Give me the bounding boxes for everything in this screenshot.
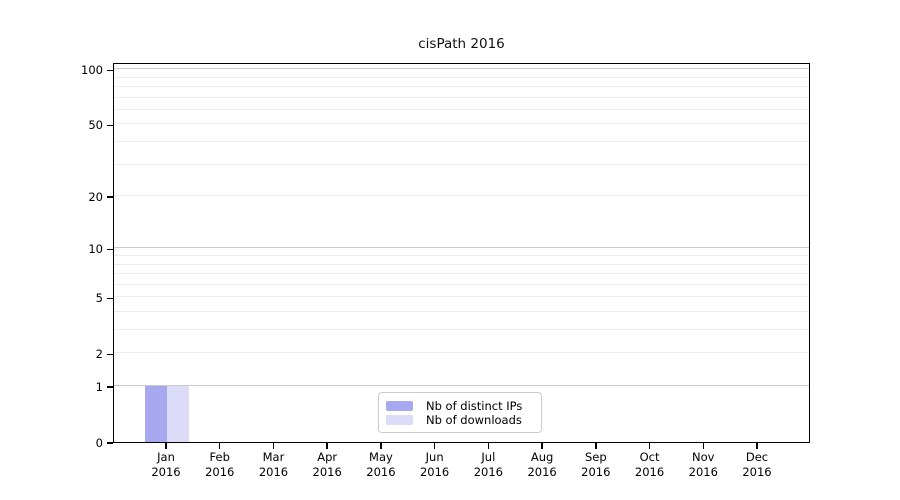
y-tick-label: 20	[88, 190, 103, 205]
y-tick-label: 10	[88, 242, 103, 257]
legend-swatch-downloads	[386, 414, 413, 425]
y-tick	[107, 248, 113, 250]
x-tick	[648, 443, 651, 449]
x-tick-label-jan: Jan 2016	[151, 450, 181, 479]
x-tick-label-may: May 2016	[366, 450, 396, 479]
x-tick-label-sep: Sep 2016	[581, 450, 611, 479]
chart-title: cisPath 2016	[418, 36, 505, 52]
minor-gridline	[114, 108, 809, 110]
y-tick	[107, 386, 113, 388]
x-tick	[487, 443, 490, 449]
minor-gridline	[114, 195, 809, 197]
x-tick-label-aug: Aug 2016	[527, 450, 557, 479]
y-tick-label: 0	[95, 436, 103, 450]
bar-downloads-jan	[167, 386, 189, 442]
minor-gridline	[114, 86, 809, 88]
x-tick-label-apr: Apr 2016	[312, 450, 342, 479]
major-gridline	[114, 385, 809, 387]
x-tick	[380, 443, 382, 449]
y-tick	[107, 69, 113, 71]
x-tick	[756, 443, 758, 449]
legend-swatch-distinct-ips	[386, 400, 413, 411]
y-tick-label: 1	[95, 380, 103, 394]
minor-gridline	[114, 273, 809, 275]
x-tick	[541, 443, 543, 449]
major-gridline	[114, 247, 809, 249]
y-tick	[107, 442, 113, 444]
legend: Nb of distinct IPs Nb of downloads	[378, 392, 542, 433]
y-tick	[107, 196, 113, 198]
x-tick	[595, 443, 597, 449]
y-tick-label: 100	[81, 63, 103, 78]
y-tick	[107, 297, 113, 299]
y-tick	[107, 353, 113, 355]
minor-gridline	[114, 283, 809, 285]
x-tick	[702, 443, 704, 449]
bar-distinct-ips-jan	[145, 386, 167, 442]
x-tick-label-jun: Jun 2016	[419, 450, 450, 479]
x-tick-label-nov: Nov 2016	[688, 450, 718, 479]
y-tick-label: 50	[88, 118, 103, 133]
x-tick	[326, 443, 328, 449]
x-tick	[433, 443, 436, 449]
y-tick-label: 5	[95, 291, 103, 306]
minor-gridline	[114, 163, 809, 165]
major-gridline	[114, 68, 809, 70]
legend-label-downloads: Nb of downloads	[426, 412, 522, 427]
minor-gridline	[114, 296, 809, 298]
minor-gridline	[114, 311, 809, 312]
plot-area	[113, 63, 810, 443]
y-tick-label: 2	[95, 347, 103, 362]
x-tick-label-mar: Mar 2016	[258, 450, 289, 479]
minor-gridline	[114, 141, 809, 143]
minor-gridline	[114, 96, 809, 98]
minor-gridline	[114, 352, 809, 354]
x-tick-label-oct: Oct 2016	[634, 450, 665, 479]
minor-gridline	[114, 329, 809, 331]
y-tick	[107, 124, 113, 127]
x-tick-label-feb: Feb 2016	[205, 450, 235, 479]
x-tick	[165, 443, 167, 449]
minor-gridline	[114, 255, 809, 257]
legend-item-distinct-ips: Nb of distinct IPs	[386, 398, 533, 413]
minor-gridline	[114, 123, 809, 125]
legend-label-distinct-ips: Nb of distinct IPs	[426, 398, 523, 413]
minor-gridline	[114, 263, 809, 265]
x-tick	[219, 443, 221, 449]
legend-item-downloads: Nb of downloads	[386, 412, 533, 427]
minor-gridline	[114, 76, 809, 78]
x-tick	[272, 443, 275, 449]
x-tick-label-jul: Jul 2016	[473, 450, 503, 479]
x-tick-label-dec: Dec 2016	[742, 450, 772, 479]
